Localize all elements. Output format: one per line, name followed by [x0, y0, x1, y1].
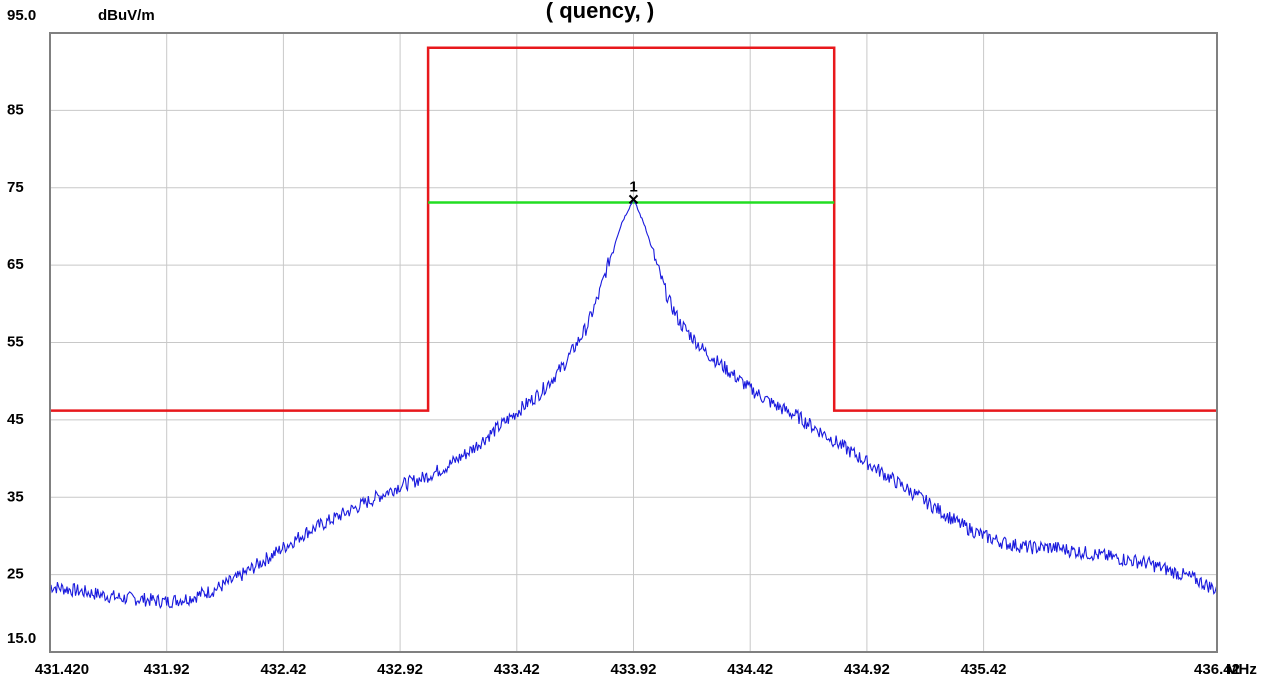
- x-tick-label: 432.92: [377, 661, 423, 678]
- plot-frame: [49, 32, 1218, 653]
- x-tick-label: 431.420: [35, 661, 89, 678]
- y-top-label: 95.0: [7, 7, 36, 24]
- marker-1: [628, 194, 639, 205]
- marker-cross: [628, 194, 639, 205]
- limit-line: [50, 46, 1217, 412]
- y-tick-label: 35: [7, 488, 24, 505]
- x-axis-unit: MHz: [1226, 661, 1257, 678]
- x-tick-label: 435.42: [961, 661, 1007, 678]
- chart-title: ( quency, ): [546, 0, 654, 23]
- y-tick-label: 45: [7, 411, 24, 428]
- label-layer: ( quency, ) dBuV/m 95.0 15.0 MHz 85 75 65 5…: [7, 0, 1257, 678]
- y-tick-label: 25: [7, 566, 24, 583]
- plot-border: [49, 32, 1218, 653]
- x-tick-label: 431.92: [144, 661, 190, 678]
- x-tick-label: 433.42: [494, 661, 540, 678]
- y-tick-label: 85: [7, 101, 24, 118]
- x-tick-label: 436.42: [1194, 661, 1240, 678]
- y-tick-label: 65: [7, 256, 24, 273]
- y-tick-label: 55: [7, 334, 24, 351]
- y-bottom-label: 15.0: [7, 630, 36, 647]
- x-tick-label: 432.42: [260, 661, 306, 678]
- x-tick-label: 434.92: [844, 661, 890, 678]
- y-tick-label: 75: [7, 179, 24, 196]
- marker-label: 1: [629, 178, 637, 195]
- grid: [50, 33, 1218, 652]
- y-axis-label: dBuV/m: [98, 7, 155, 24]
- x-tick-label: 433.92: [611, 661, 657, 678]
- x-tick-label: 434.42: [727, 661, 773, 678]
- series-layer: [49, 46, 1218, 610]
